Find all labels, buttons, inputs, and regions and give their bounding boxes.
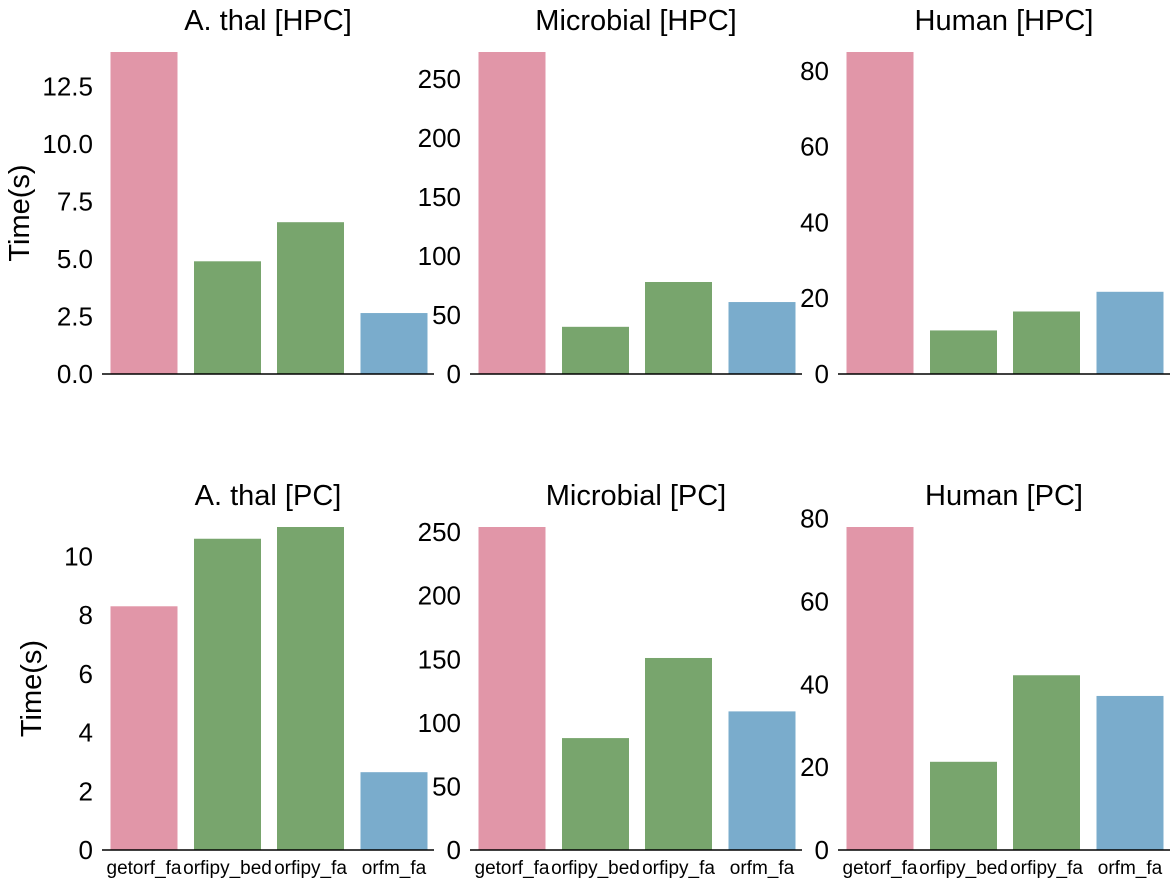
x-tick-label: orfipy_fa [274,858,347,879]
bar-getorf_fa [478,527,546,850]
chart-title: A. thal [PC] [195,480,342,512]
y-tick-label: 6 [79,659,93,689]
y-tick-label: 0.0 [57,359,93,389]
x-tick-label: orfm_fa [362,858,427,879]
bar-orfm_fa [1096,695,1164,850]
y-tick-label: 80 [800,56,829,86]
bar-getorf_fa [110,52,178,374]
y-tick-label: 250 [418,64,461,94]
y-tick-label: 10 [64,541,93,571]
x-tick-label: orfipy_fa [642,858,715,879]
y-tick-label: 250 [418,517,461,547]
chart-title: Human [HPC] [915,5,1094,37]
bar-orfipy_bed [562,326,629,374]
y-tick-label: 50 [432,300,461,330]
y-tick-label: 4 [79,718,93,748]
y-tick-label: 2.5 [57,302,93,332]
chart-title: Human [PC] [925,480,1083,512]
y-tick-label: 0 [815,359,829,389]
bar-orfm_fa [360,772,428,850]
chart-panel-2: Microbial [HPC] 0 50 100 150 200 250 [418,5,802,389]
bar-orfipy_fa [645,657,712,850]
x-tick-label: orfipy_bed [183,858,272,879]
x-tick-label: orfm_fa [730,858,795,879]
y-tick-label: 10.0 [42,129,93,159]
bar-orfipy_fa [277,222,344,374]
x-tick-label: getorf_fa [843,858,918,879]
chart-panel-3: Human [HPC] 0 20 40 60 80 [800,5,1170,389]
y-tick-label: 12.5 [42,72,93,102]
x-tick-label: orfm_fa [1098,858,1163,879]
bar-orfipy_fa [1013,675,1080,850]
y-tick-label: 5.0 [57,244,93,274]
chart-title: Microbial [PC] [546,480,727,512]
y-tick-label: 0 [79,835,93,865]
y-tick-label: 60 [800,132,829,162]
y-axis-label: Time(s) [4,164,36,261]
chart-title: Microbial [HPC] [535,5,736,37]
bar-orfipy_bed [194,538,261,850]
y-tick-label: 8 [79,600,93,630]
y-tick-label: 0 [815,835,829,865]
y-tick-label: 50 [432,771,461,801]
y-tick-label: 20 [800,752,829,782]
x-tick-label: getorf_fa [475,858,550,879]
chart-title: A. thal [HPC] [184,5,352,37]
bar-orfipy_bed [930,761,997,850]
y-tick-label: 40 [800,669,829,699]
bar-orfipy_bed [562,738,629,850]
y-tick-label: 60 [800,587,829,617]
y-tick-label: 0 [447,835,461,865]
bar-orfipy_bed [194,261,261,374]
y-tick-label: 0 [447,359,461,389]
y-tick-label: 40 [800,207,829,237]
y-tick-label: 150 [418,182,461,212]
bar-getorf_fa [110,606,178,850]
x-tick-label: orfipy_bed [919,858,1008,879]
bar-orfm_fa [728,302,796,374]
y-tick-label: 2 [79,776,93,806]
y-axis-label: Time(s) [16,640,48,737]
bar-getorf_fa [846,527,914,850]
chart-panel-1: A. thal [HPC] 0.0 2.5 5.0 7.5 10.0 12.5 Time(s) [4,5,434,389]
y-tick-label: 150 [418,644,461,674]
y-tick-label: 100 [418,708,461,738]
bar-orfm_fa [728,711,796,850]
y-tick-label: 80 [800,504,829,534]
bar-getorf_fa [846,52,914,374]
bar-orfipy_fa [1013,311,1080,374]
y-tick-label: 7.5 [57,187,93,217]
x-tick-label: getorf_fa [107,858,182,879]
bar-getorf_fa [478,52,546,374]
x-tick-label: orfipy_fa [1010,858,1083,879]
x-tick-label: orfipy_bed [551,858,640,879]
bar-orfipy_fa [645,282,712,374]
bar-orfm_fa [360,313,428,374]
bar-orfipy_bed [930,330,997,374]
y-tick-label: 200 [418,123,461,153]
y-tick-label: 200 [418,581,461,611]
y-tick-label: 100 [418,241,461,271]
bar-orfm_fa [1096,291,1164,374]
bar-orfipy_fa [277,527,344,850]
y-tick-label: 20 [800,283,829,313]
